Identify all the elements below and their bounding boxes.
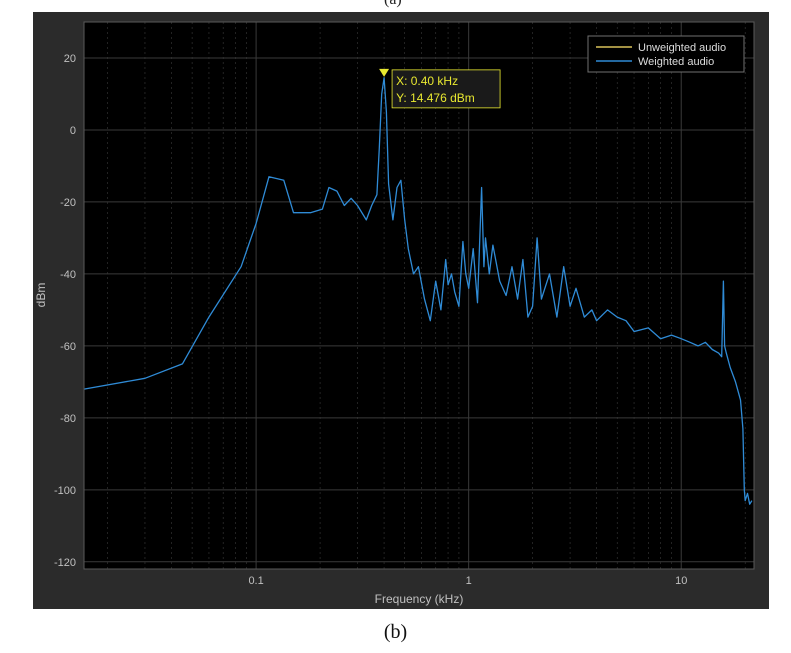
datatip[interactable]: X: 0.40 kHz Y: 14.476 dBm — [379, 68, 501, 109]
spectrum-chart: 20 0 -20 -40 -60 -80 -100 -120 0.1 1 10 Frequency … — [34, 21, 755, 606]
x-tick-label: 1 — [466, 575, 472, 587]
y-tick-label: 0 — [70, 125, 76, 137]
grid — [84, 22, 754, 569]
y-tick-label: -60 — [60, 341, 76, 353]
y-tick-label: -80 — [60, 413, 76, 425]
series-line-weighted-audio — [83, 77, 753, 505]
y-tick-label: -100 — [54, 485, 76, 497]
y-axis-label: dBm — [34, 283, 48, 308]
figure-caption: (b) — [383, 621, 408, 643]
y-tick-label: -40 — [60, 269, 76, 281]
series-layer — [83, 77, 753, 505]
top-strip: (a) — [0, 0, 791, 12]
legend-entry[interactable]: Weighted audio — [638, 56, 714, 68]
datatip-text: Y: 14.476 dBm — [396, 91, 475, 105]
clipped-caption: (a) — [384, 0, 402, 9]
x-tick-label: 0.1 — [248, 575, 263, 587]
x-tick-label: 10 — [675, 575, 687, 587]
datatip-text: X: 0.40 kHz — [396, 74, 458, 88]
y-tick-label: 20 — [64, 53, 76, 65]
figure-panel: 20 0 -20 -40 -60 -80 -100 -120 0.1 1 10 Frequency … — [33, 12, 769, 609]
datatip-marker[interactable] — [379, 68, 390, 77]
y-tick-label: -120 — [54, 557, 76, 569]
axes-frame — [83, 21, 755, 570]
x-axis-label: Frequency (kHz) — [375, 592, 464, 606]
y-tick-label: -20 — [60, 197, 76, 209]
datatip-box — [391, 69, 501, 109]
axes-background — [84, 22, 754, 569]
legend-entry[interactable]: Unweighted audio — [638, 42, 726, 54]
legend-box — [587, 35, 745, 73]
legend[interactable]: Unweighted audio Weighted audio — [587, 35, 745, 73]
tick-labels: 20 0 -20 -40 -60 -80 -100 -120 0.1 1 10 — [54, 53, 687, 587]
